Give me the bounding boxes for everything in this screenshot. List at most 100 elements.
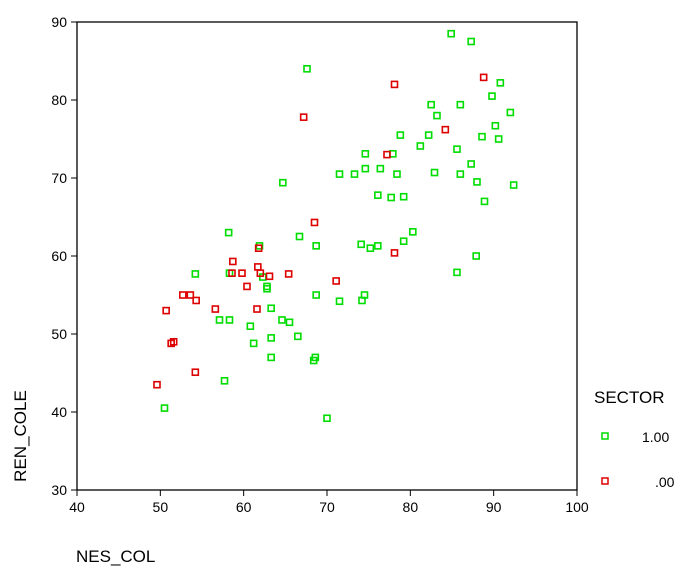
data-point-green (323, 414, 331, 423)
data-point-green (374, 191, 382, 199)
data-point-green (215, 316, 224, 324)
data-point-green (312, 242, 320, 250)
data-point-red (441, 125, 450, 134)
legend-label-red: .00 (655, 474, 675, 490)
data-point-red (153, 380, 161, 389)
data-point-green (278, 316, 286, 324)
data-point-red (254, 244, 263, 252)
legend-marker-green (601, 432, 609, 440)
data-point-green (456, 170, 465, 178)
y-tick-label: 40 (51, 404, 67, 420)
data-point-green (509, 181, 518, 189)
x-axis-title: NES_COL (76, 547, 155, 566)
data-point-green (399, 192, 408, 201)
legend-title: SECTOR (594, 388, 665, 407)
x-tick-label: 90 (486, 499, 502, 515)
data-point-green (467, 37, 475, 46)
data-point-red (254, 263, 262, 271)
data-point-green (374, 242, 382, 250)
x-tick-label: 100 (565, 499, 589, 515)
data-point-red (228, 269, 236, 277)
y-axis-title: REN_COLE (11, 390, 30, 482)
data-point-green (488, 92, 496, 100)
data-point-green (267, 353, 275, 362)
data-point-green (361, 164, 370, 173)
data-point-green (224, 228, 233, 237)
data-point-green (361, 150, 370, 158)
y-tick-label: 80 (51, 92, 67, 108)
data-point-green (294, 332, 302, 341)
data-point-green (335, 170, 344, 178)
data-point-green (285, 318, 294, 327)
data-point-green (295, 232, 304, 241)
data-point-green (427, 100, 435, 109)
data-point-green (496, 79, 505, 87)
data-point-red (479, 73, 488, 82)
data-point-red (162, 306, 170, 315)
data-point-green (430, 168, 439, 177)
data-point-red (310, 218, 319, 227)
data-point-green (376, 164, 385, 173)
data-point-green (473, 178, 481, 186)
data-point-red (256, 269, 265, 277)
legend: SECTOR 1.00 .00 (594, 388, 675, 490)
data-point-green (312, 291, 320, 299)
data-point-green (456, 100, 465, 109)
data-point-green (396, 131, 405, 139)
data-point-red (332, 277, 340, 285)
data-point-green (267, 334, 275, 342)
data-point-green (220, 376, 229, 385)
data-point-green (279, 178, 287, 187)
x-tick-label: 60 (236, 499, 252, 515)
data-point-green (358, 296, 366, 305)
data-point-green (424, 131, 433, 139)
data-point-green (267, 304, 275, 313)
data-point-green (249, 339, 258, 348)
data-point-green (472, 252, 480, 260)
data-point-green (491, 121, 500, 130)
data-point-green (453, 145, 461, 153)
x-tick-label: 80 (403, 499, 419, 515)
data-point-red (191, 368, 200, 377)
data-point-red (186, 291, 195, 299)
data-point-green (478, 132, 486, 141)
data-point-red (167, 339, 175, 348)
data-point-green (494, 135, 503, 143)
data-point-green (350, 170, 359, 178)
y-tick-label: 30 (51, 482, 67, 498)
data-point-green (191, 270, 200, 278)
data-point-red (299, 113, 308, 121)
data-points (153, 29, 518, 423)
plot-frame (76, 21, 578, 491)
y-tick-label: 50 (51, 326, 67, 342)
x-tick-label: 40 (69, 499, 85, 515)
data-point-green (303, 65, 311, 73)
data-point-red (284, 270, 293, 278)
data-point-green (309, 356, 318, 365)
data-point-green (263, 284, 271, 293)
data-point-green (447, 29, 455, 38)
data-point-green (160, 404, 169, 412)
data-point-red (390, 80, 399, 89)
y-tick-label: 90 (51, 14, 67, 30)
data-point-green (387, 193, 395, 202)
data-point-red (243, 282, 251, 291)
data-point-green (335, 297, 344, 306)
data-point-green (393, 170, 401, 178)
x-tick-label: 70 (319, 499, 335, 515)
data-point-green (467, 160, 475, 168)
x-tick-label: 50 (153, 499, 169, 515)
data-point-green (357, 240, 365, 249)
data-point-green (480, 197, 489, 206)
y-tick-label: 60 (51, 248, 67, 264)
data-point-red (179, 291, 187, 299)
legend-marker-red (601, 477, 609, 485)
data-point-red (383, 150, 391, 159)
data-point-green (409, 228, 417, 236)
data-point-green (416, 142, 425, 150)
data-point-red (192, 296, 200, 305)
data-point-green (453, 268, 461, 277)
data-point-red (253, 305, 261, 313)
